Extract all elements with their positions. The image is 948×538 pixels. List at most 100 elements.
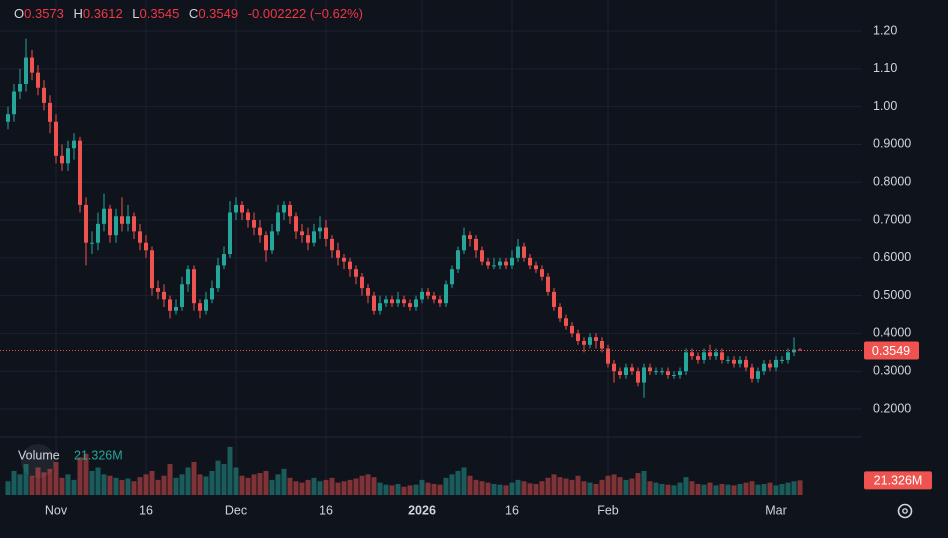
y-tick-label: 0.9000 — [873, 137, 911, 151]
candle-body — [786, 352, 790, 360]
volume-bar — [707, 482, 713, 495]
volume-bar — [467, 475, 473, 495]
candle-body — [312, 231, 316, 243]
volume-bar — [89, 470, 95, 495]
legend-value: 0.3612 — [82, 6, 123, 21]
volume-bar — [185, 467, 191, 495]
settings-icon[interactable] — [897, 503, 913, 519]
volume-bar — [743, 482, 749, 495]
volume-bar — [749, 481, 755, 495]
candle-body — [54, 121, 58, 156]
volume-bar — [677, 482, 683, 495]
volume-bar — [335, 482, 341, 495]
volume-bar — [155, 479, 161, 495]
volume-bar — [443, 477, 449, 495]
volume-bar — [491, 484, 497, 495]
volume-bar — [797, 480, 803, 495]
volume-bar — [689, 481, 695, 495]
volume-bar — [383, 484, 389, 495]
candle-body — [774, 359, 778, 368]
settings-button[interactable] — [897, 503, 913, 519]
volume-bar — [647, 481, 653, 495]
candle-body — [204, 299, 208, 311]
volume-bar — [503, 485, 509, 495]
candle-body — [678, 371, 682, 376]
candle-body — [96, 223, 100, 243]
settings-icon-center[interactable] — [902, 508, 908, 514]
candle-body — [528, 257, 532, 266]
volume-bar — [35, 467, 41, 495]
volume-bar — [191, 462, 197, 495]
candle-body — [600, 340, 604, 349]
volume-bar — [455, 470, 461, 495]
volume-bar — [311, 477, 317, 495]
x-tick-label: 16 — [505, 503, 519, 517]
volume-bar — [317, 481, 323, 495]
x-tick-label: 16 — [319, 503, 333, 517]
volume-bar — [329, 477, 335, 495]
candle-body — [570, 325, 574, 334]
volume-bar — [251, 474, 257, 495]
candle-body — [462, 235, 466, 251]
volume-bar — [449, 474, 455, 495]
volume-bar — [755, 484, 761, 495]
volume-bar — [17, 474, 23, 495]
x-tick-label: Dec — [225, 503, 247, 517]
candle-body — [420, 291, 424, 300]
y-tick-label: 0.4000 — [873, 326, 911, 340]
candle-body — [18, 83, 22, 92]
candle-body — [768, 363, 772, 368]
candle-body — [468, 235, 472, 239]
legend-value: 0.3549 — [198, 6, 239, 21]
volume-bar — [143, 474, 149, 495]
y-tick-label: 0.6000 — [873, 250, 911, 264]
candle-body — [426, 291, 430, 296]
candle-body — [90, 242, 94, 244]
volume-bar — [659, 484, 665, 495]
candle-body — [660, 371, 664, 373]
candle-body — [366, 288, 370, 296]
candle-body — [552, 291, 556, 307]
volume-bar — [389, 485, 395, 495]
volume-bar — [377, 482, 383, 495]
candle-body — [726, 359, 730, 361]
candle-body — [408, 303, 412, 307]
candle-body — [540, 269, 544, 277]
volume-bar — [599, 479, 605, 495]
volume-bar — [119, 479, 125, 495]
candle-body — [606, 348, 610, 364]
volume-bar — [53, 462, 59, 495]
candle-body — [102, 208, 106, 224]
volume-bar — [557, 477, 563, 495]
candle-body — [60, 155, 64, 164]
candle-body — [684, 352, 688, 372]
candle-body — [690, 352, 694, 357]
volume-title: Volume — [18, 448, 60, 462]
volume-bar — [167, 464, 173, 495]
candle-body — [138, 231, 142, 243]
candle-body — [390, 299, 394, 304]
candle-body — [480, 250, 484, 262]
volume-bar — [113, 477, 119, 495]
volume-bar — [137, 477, 143, 495]
candle-body — [318, 227, 322, 232]
candle-body — [186, 269, 190, 285]
candle-body — [714, 352, 718, 357]
volume-bar — [461, 467, 467, 495]
candle-body — [300, 231, 304, 236]
legend-key: O — [14, 6, 25, 21]
candle-body — [378, 303, 382, 311]
volume-bar — [713, 485, 719, 495]
volume-bar — [569, 479, 575, 495]
volume-bar — [59, 477, 65, 495]
volume-bar — [701, 484, 707, 495]
volume-bar — [11, 470, 17, 495]
candle-body — [720, 352, 724, 360]
candle-body — [696, 356, 700, 360]
candle-body — [234, 204, 238, 213]
x-tick-label: Nov — [45, 503, 68, 517]
candle-body — [738, 359, 742, 364]
volume-bar — [401, 486, 407, 495]
candle-body — [48, 102, 52, 122]
